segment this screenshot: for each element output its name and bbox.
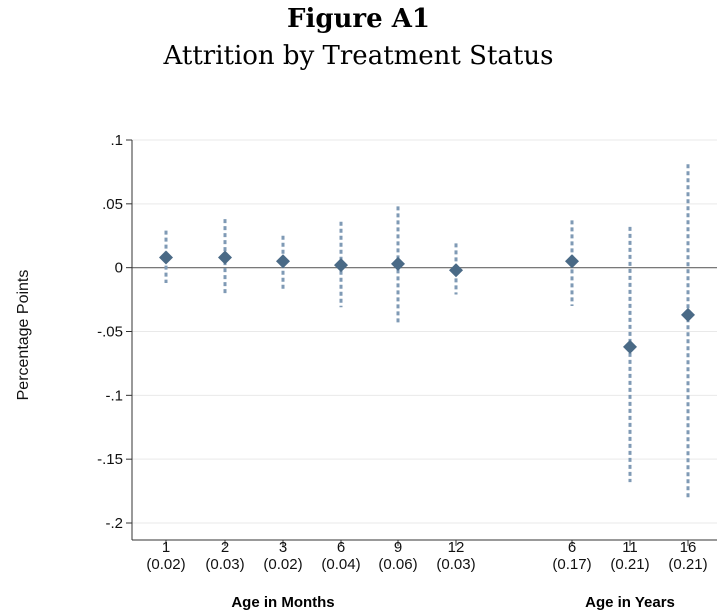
y-tick-label: -.15 — [97, 451, 123, 468]
x-se-label: (0.21) — [668, 556, 707, 573]
y-tick-label: .1 — [110, 132, 123, 149]
estimate-marker — [159, 250, 173, 265]
x-se-label: (0.06) — [378, 556, 417, 573]
y-tick-label: -.2 — [105, 515, 123, 532]
grid-layer — [132, 139, 717, 524]
estimate-marker — [681, 307, 695, 322]
marker-layer — [159, 250, 695, 354]
estimate-marker — [391, 256, 405, 271]
estimate-marker — [334, 258, 348, 273]
x-se-label: (0.17) — [552, 556, 591, 573]
x-se-label: (0.04) — [321, 556, 360, 573]
estimate-marker — [623, 339, 637, 354]
x-tick-label: 11 — [622, 539, 638, 556]
x-tick-label: 6 — [337, 539, 345, 556]
x-se-label: (0.03) — [205, 556, 244, 573]
x-tick-label: 3 — [279, 539, 287, 556]
estimate-marker — [276, 254, 290, 269]
x-se-label: (0.21) — [610, 556, 649, 573]
x-tick-label: 1 — [162, 539, 170, 556]
estimate-marker — [449, 263, 463, 278]
x-tick-label: 16 — [680, 539, 697, 556]
y-tick-label: 0 — [115, 260, 123, 277]
x-se-label: (0.02) — [263, 556, 302, 573]
ci-layer — [164, 164, 690, 501]
x-tick-label: 9 — [394, 539, 402, 556]
estimate-marker — [565, 254, 579, 269]
y-tick-label: .05 — [102, 196, 123, 213]
figure-subtitle: Attrition by Treatment Status — [163, 41, 554, 71]
y-axis-title: Percentage Points — [15, 270, 32, 401]
x-group-title: Age in Years — [585, 594, 675, 611]
figure-title: Figure A1 — [287, 4, 430, 34]
y-tick-label: -.1 — [105, 387, 123, 404]
x-group-title: Age in Months — [231, 594, 334, 611]
axis-layer — [126, 139, 717, 546]
y-tick-label: -.05 — [97, 324, 123, 341]
x-tick-label: 2 — [221, 539, 229, 556]
x-se-label: (0.02) — [146, 556, 185, 573]
x-tick-label: 6 — [568, 539, 576, 556]
estimate-marker — [218, 250, 232, 265]
x-se-label: (0.03) — [436, 556, 475, 573]
x-tick-label: 12 — [448, 539, 465, 556]
